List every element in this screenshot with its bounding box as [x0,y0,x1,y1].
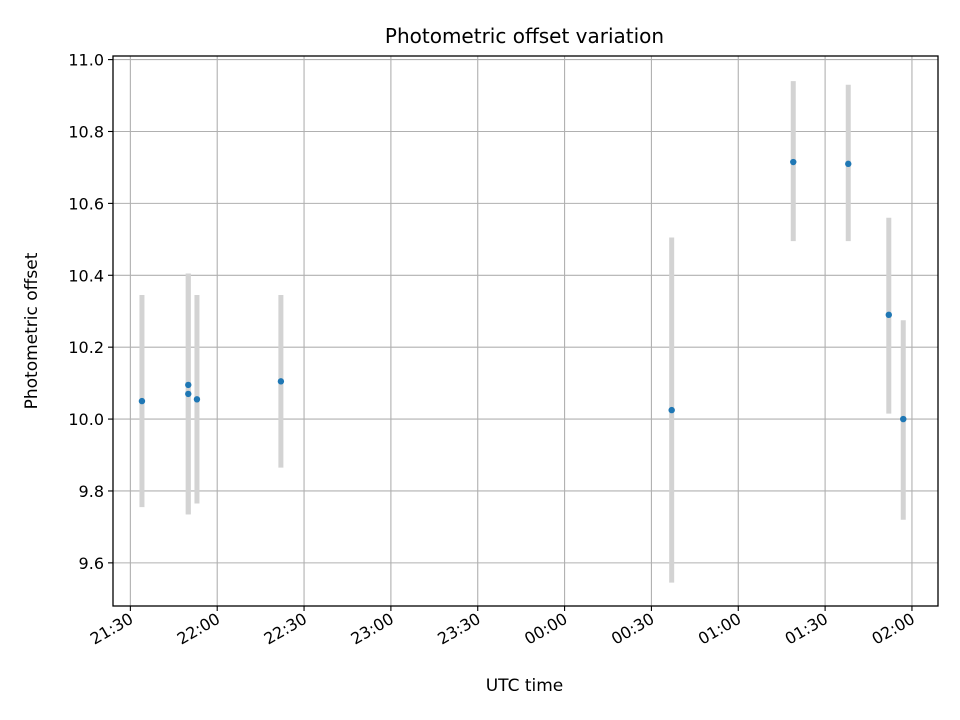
data-point [185,381,192,389]
y-tick-label: 10.4 [68,266,104,285]
data-point [185,390,192,398]
data-point [790,158,797,166]
y-tick-label: 10.8 [68,122,104,141]
x-tick-label: 23:00 [347,609,396,649]
x-tick-label: 21:30 [87,609,136,649]
x-tick-label: 22:00 [174,609,223,649]
x-tick-label: 02:00 [869,609,918,649]
x-tick-label: 01:30 [782,609,831,649]
y-tick-label: 11.0 [68,51,104,70]
data-point [845,160,852,168]
chart-title: Photometric offset variation [385,24,664,48]
data-point [900,415,907,423]
error-bars [139,81,906,583]
data-points [138,158,907,423]
x-tick-label: 00:30 [608,609,657,649]
y-axis-title: Photometric offset [22,252,42,409]
grid [113,56,938,606]
y-tick-label: 9.6 [79,554,104,573]
plot-area-frame [112,55,939,607]
data-point [138,397,146,405]
y-tick-label: 10.6 [68,194,104,213]
x-tick-label: 00:00 [521,609,570,649]
y-tick-label: 10.2 [68,338,104,357]
x-tick-label: 23:30 [434,609,483,649]
y-axis-ticks: 9.6 9.8 10.0 10.2 10.4 10.6 10.8 11.0 [68,51,113,573]
x-tick-label: 22:30 [261,609,310,649]
data-point [668,406,675,414]
data-point [193,396,201,403]
x-axis-title: UTC time [486,676,564,696]
y-tick-label: 9.8 [79,482,104,501]
data-point [885,311,892,319]
x-axis-ticks: 21:30 22:00 22:30 23:00 23:30 00:00 00:30 01:00… [87,606,918,649]
data-point [277,378,285,385]
y-tick-label: 10.0 [68,410,104,429]
x-tick-label: 01:00 [695,609,744,649]
